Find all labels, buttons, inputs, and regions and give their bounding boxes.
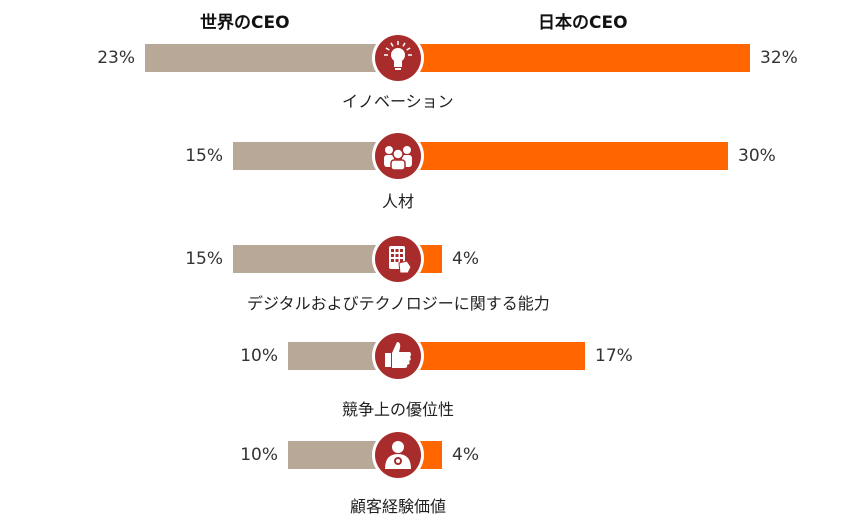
value-label-global-4: 10% bbox=[240, 445, 278, 465]
bar-japan-1 bbox=[398, 142, 728, 170]
category-label-2: デジタルおよびテクノロジーに関する能力 bbox=[247, 294, 550, 313]
value-label-japan-4: 4% bbox=[452, 445, 479, 465]
bar-global-0 bbox=[145, 44, 398, 72]
series-header-japan: 日本のCEO bbox=[538, 13, 628, 33]
category-label-0: イノベーション bbox=[342, 92, 454, 111]
lightbulb-icon bbox=[372, 32, 424, 84]
value-label-global-3: 10% bbox=[240, 346, 278, 366]
value-label-japan-1: 30% bbox=[738, 146, 776, 166]
bar-global-2 bbox=[233, 245, 398, 273]
bar-japan-0 bbox=[398, 44, 750, 72]
category-label-3: 競争上の優位性 bbox=[342, 400, 455, 419]
value-label-japan-3: 17% bbox=[595, 346, 633, 366]
category-label-1: 人材 bbox=[382, 192, 415, 211]
category-label-4: 顧客経験価値 bbox=[350, 497, 447, 516]
series-header-global: 世界のCEO bbox=[200, 13, 290, 33]
people-icon bbox=[372, 130, 424, 182]
value-label-global-0: 23% bbox=[97, 48, 135, 68]
value-label-global-2: 15% bbox=[185, 249, 223, 269]
value-label-global-1: 15% bbox=[185, 146, 223, 166]
value-label-japan-0: 32% bbox=[760, 48, 798, 68]
customer-medal-icon bbox=[372, 429, 424, 481]
bar-japan-3 bbox=[398, 342, 585, 370]
bar-global-1 bbox=[233, 142, 398, 170]
thumbs-up-icon bbox=[372, 330, 424, 382]
value-label-japan-2: 4% bbox=[452, 249, 479, 269]
tablet-touch-icon bbox=[372, 233, 424, 285]
